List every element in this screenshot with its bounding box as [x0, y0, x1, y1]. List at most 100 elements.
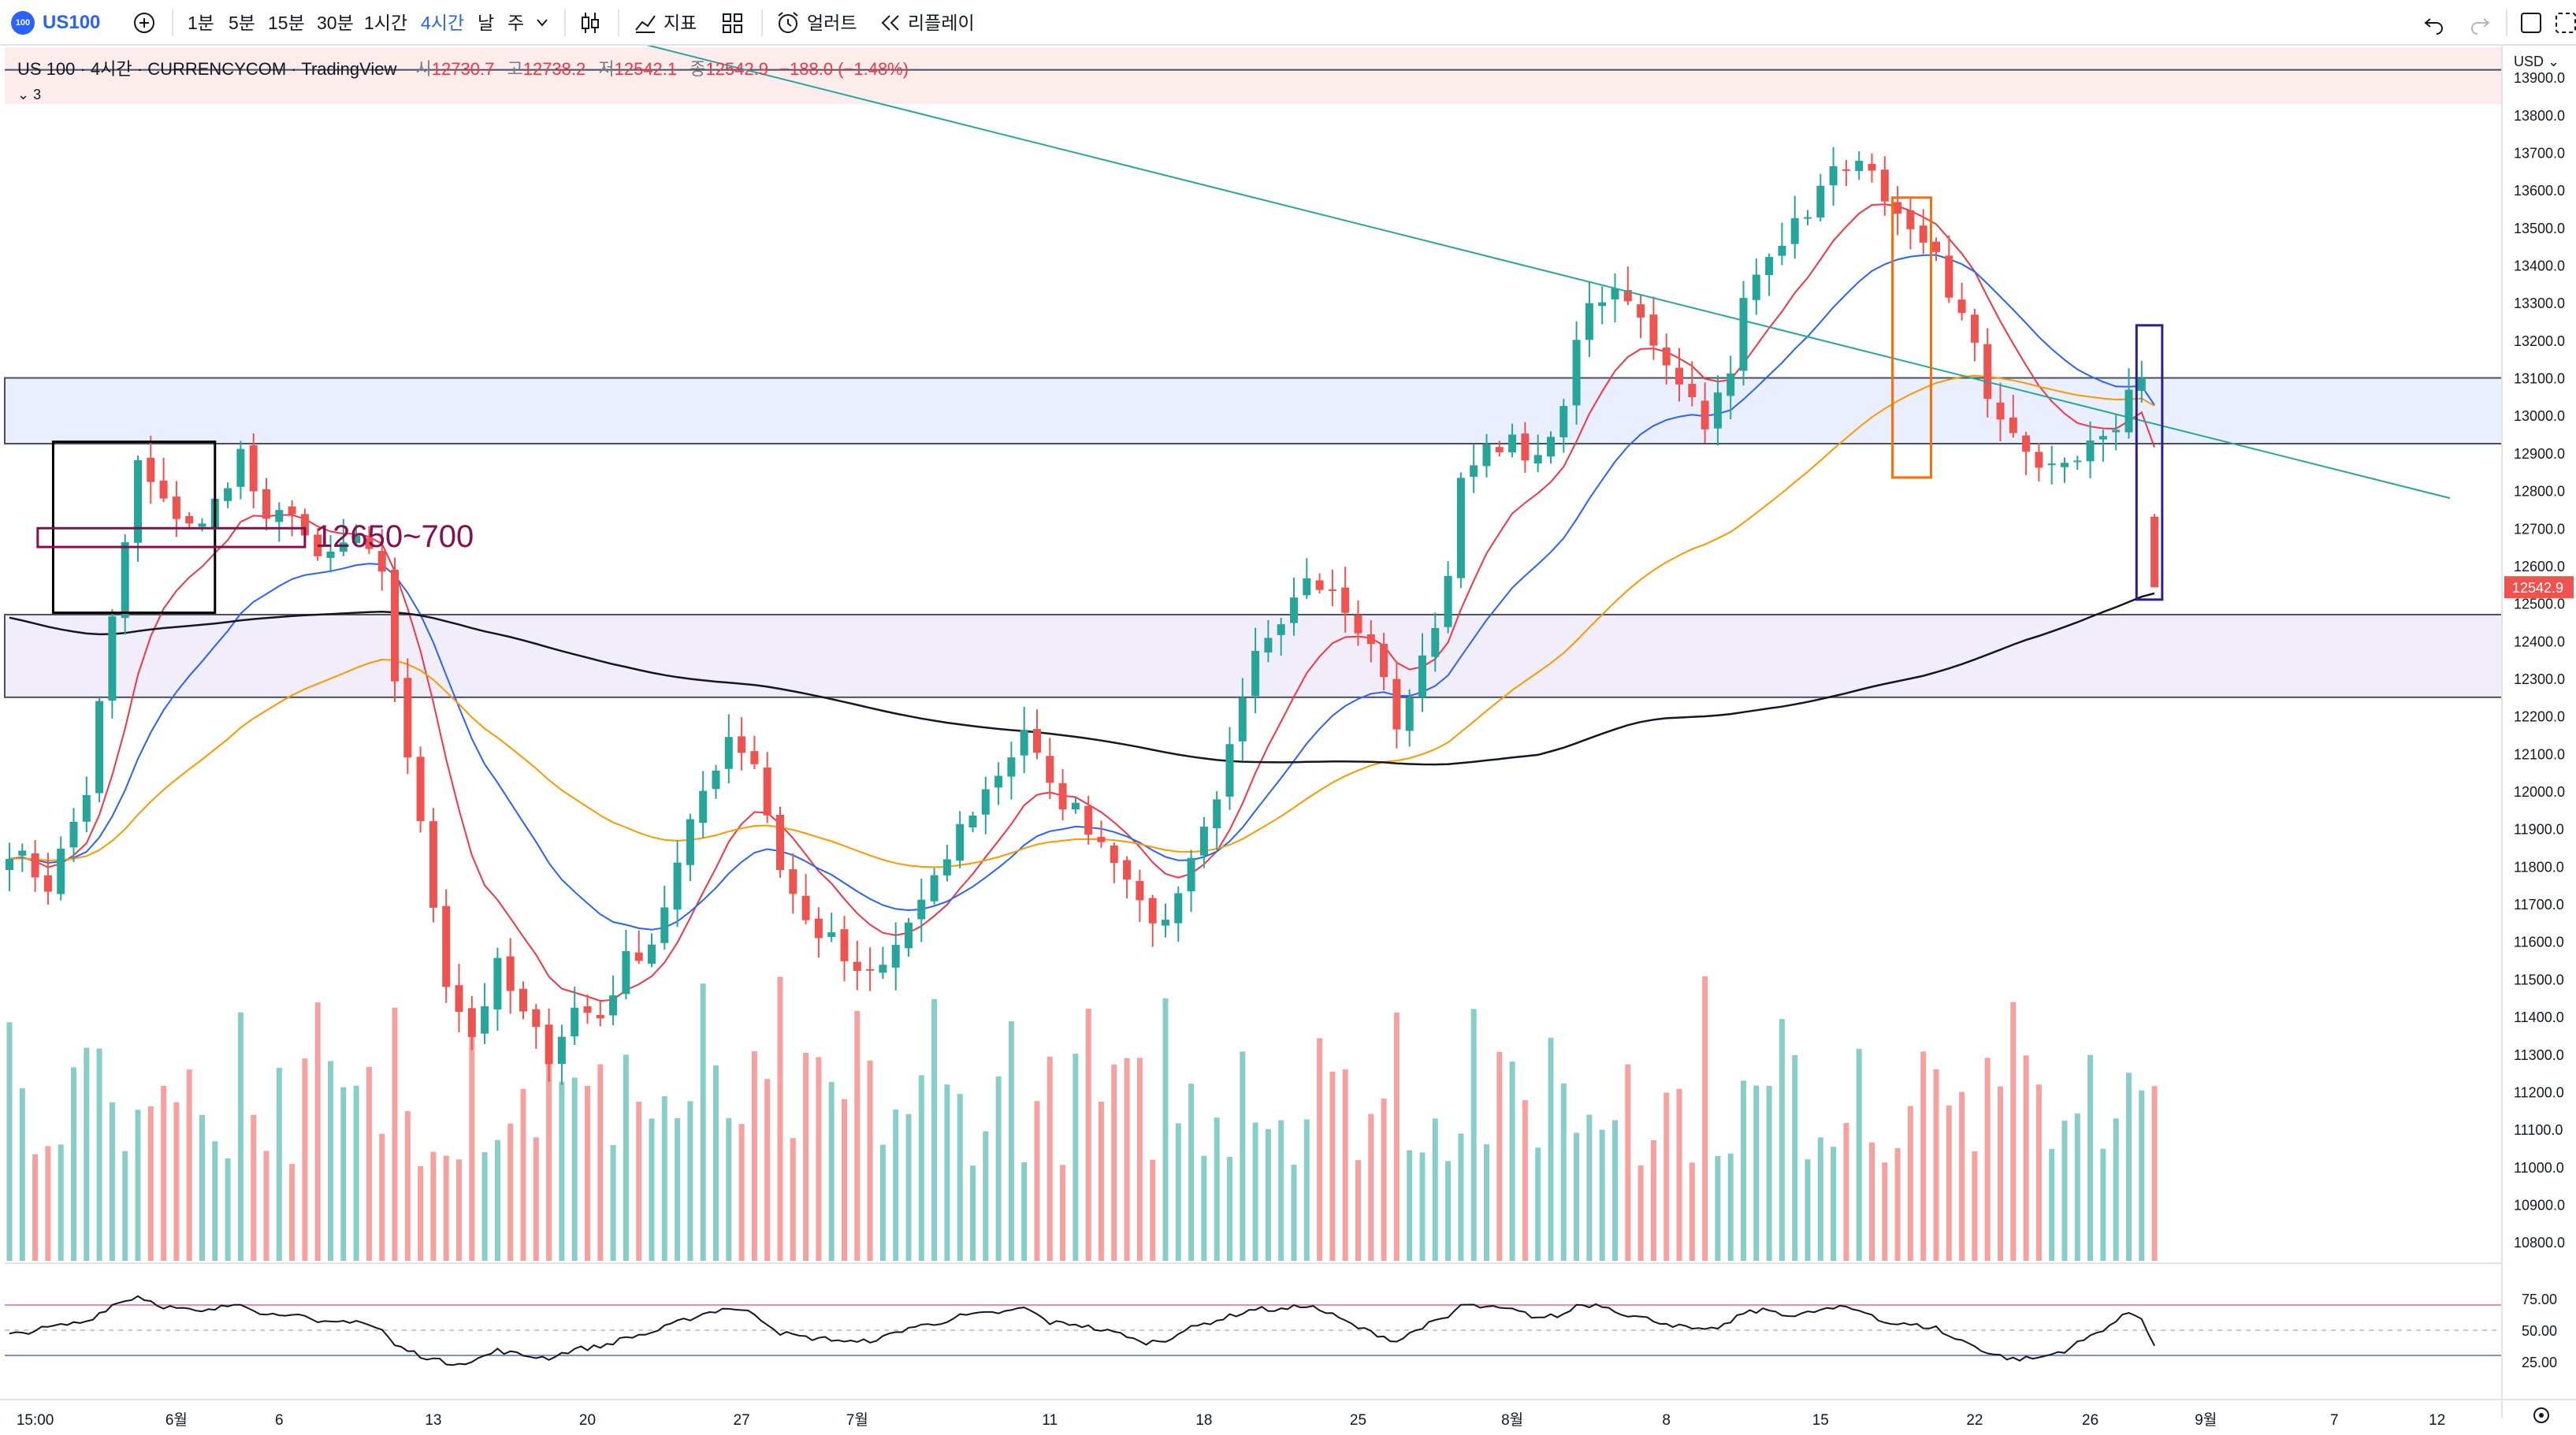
candle: [2035, 443, 2043, 482]
chevron-down-icon[interactable]: [536, 17, 548, 28]
candle-body: [198, 523, 206, 527]
volume-bar: [251, 1114, 257, 1261]
candle: [571, 987, 579, 1045]
indicators-icon[interactable]: [634, 11, 657, 35]
symbol-logo-icon[interactable]: 100: [11, 11, 35, 35]
candle-body: [1290, 597, 1298, 623]
indicators-button[interactable]: 지표: [664, 13, 697, 33]
replay-icon[interactable]: [879, 13, 901, 32]
candles-icon[interactable]: [578, 10, 602, 35]
volume-bar: [879, 1144, 886, 1261]
candle-body: [1392, 678, 1401, 730]
currency-selector[interactable]: USD ⌄: [2514, 54, 2560, 69]
candle-body: [1136, 880, 1144, 901]
interval-day[interactable]: 날: [478, 13, 495, 33]
indicator-count-toggle[interactable]: ⌄ 3: [17, 87, 42, 102]
volume-bar: [1368, 1113, 1374, 1261]
redo-icon[interactable]: [2468, 11, 2492, 35]
volume-bar: [109, 1102, 115, 1261]
volume-bar: [1599, 1129, 1605, 1261]
candle: [43, 853, 52, 905]
zone-label[interactable]: 12650~700: [315, 519, 474, 554]
price-chart[interactable]: 12650~700 13900.013800.013700.013600.013…: [0, 46, 2576, 1435]
replay-button[interactable]: 리플레이: [908, 13, 975, 33]
volume-bar: [571, 1077, 578, 1261]
plus-circle-icon[interactable]: [132, 11, 156, 35]
alert-button[interactable]: 얼러트: [807, 13, 857, 33]
interval-week[interactable]: 주: [507, 13, 525, 33]
candle: [519, 981, 527, 1020]
highlight-box-orange[interactable]: [1891, 196, 1932, 479]
candle-body: [840, 929, 849, 961]
volume-bar: [1933, 1069, 1939, 1261]
candle: [82, 776, 91, 833]
interval-1m[interactable]: 1분: [188, 13, 214, 33]
volume-bar: [1355, 1160, 1361, 1261]
candle-body: [147, 457, 155, 482]
candle: [69, 808, 78, 862]
candle: [1508, 423, 1517, 458]
volume-bar: [481, 1152, 488, 1261]
layouts-icon[interactable]: [722, 13, 744, 35]
candle: [1071, 797, 1080, 814]
candle: [377, 529, 386, 591]
candle-body: [2061, 463, 2069, 467]
candle-body: [1405, 697, 1414, 731]
candle-body: [1906, 210, 1915, 229]
time-tick-label: 18: [1195, 1412, 1212, 1429]
candle: [1431, 612, 1440, 672]
candle: [1713, 375, 1722, 446]
interval-15m[interactable]: 15분: [268, 13, 305, 33]
candle-body: [108, 616, 117, 701]
interval-4h[interactable]: 4시간: [421, 13, 465, 33]
candle-body: [724, 737, 733, 769]
candle: [1701, 382, 1709, 444]
candle: [314, 528, 322, 561]
highlight-box-blue[interactable]: [2135, 324, 2164, 601]
volume-bar: [1393, 1012, 1400, 1261]
candle-body: [224, 488, 232, 501]
fullscreen-icon[interactable]: [2518, 10, 2544, 35]
volume-bar: [1509, 1061, 1515, 1261]
rsi-tick-label: 50.00: [2522, 1323, 2557, 1339]
resistance-zone[interactable]: [4, 377, 2503, 445]
volume-bar: [1201, 1155, 1207, 1261]
time-tick-label: 9월: [2195, 1411, 2217, 1429]
candle: [622, 930, 630, 1000]
volume-bar: [71, 1067, 76, 1261]
candle: [1097, 820, 1106, 848]
volume-bar: [1650, 1140, 1656, 1261]
interval-1h[interactable]: 1시간: [364, 13, 408, 33]
candle: [1174, 887, 1183, 942]
trendline[interactable]: [626, 46, 2451, 500]
snapshot-icon[interactable]: [2553, 10, 2576, 35]
candle-body: [891, 945, 900, 968]
zone-rectangle[interactable]: [36, 526, 307, 548]
interval-5m[interactable]: 5분: [229, 13, 255, 33]
settings-gear-icon[interactable]: [2533, 1407, 2549, 1423]
volume-bar: [1072, 1054, 1079, 1261]
volume-bar: [559, 1081, 565, 1261]
volume-bar: [430, 1151, 437, 1261]
undo-icon[interactable]: [2422, 11, 2446, 35]
alarm-clock-icon[interactable]: [775, 10, 801, 35]
candle-body: [648, 944, 656, 964]
candle-body: [1470, 465, 1478, 478]
candle: [1945, 235, 1953, 303]
candle-body: [1637, 304, 1645, 318]
candle-body: [1816, 185, 1825, 218]
candle-body: [776, 815, 784, 871]
volume-bar: [1175, 1123, 1181, 1261]
candle: [1213, 790, 1221, 849]
volume-bar: [302, 1058, 308, 1261]
volume-bar: [45, 1146, 51, 1261]
user-drawings[interactable]: 12650~700: [36, 46, 2451, 615]
candle: [1765, 253, 1774, 296]
symbol-search[interactable]: US100: [43, 12, 101, 33]
volume-bar: [6, 1022, 13, 1261]
price-tick-label: 11300.0: [2514, 1047, 2564, 1063]
interval-30m[interactable]: 30분: [317, 13, 354, 33]
candle-body: [1868, 164, 1876, 171]
candle-body: [236, 448, 245, 487]
candle: [1290, 577, 1298, 636]
